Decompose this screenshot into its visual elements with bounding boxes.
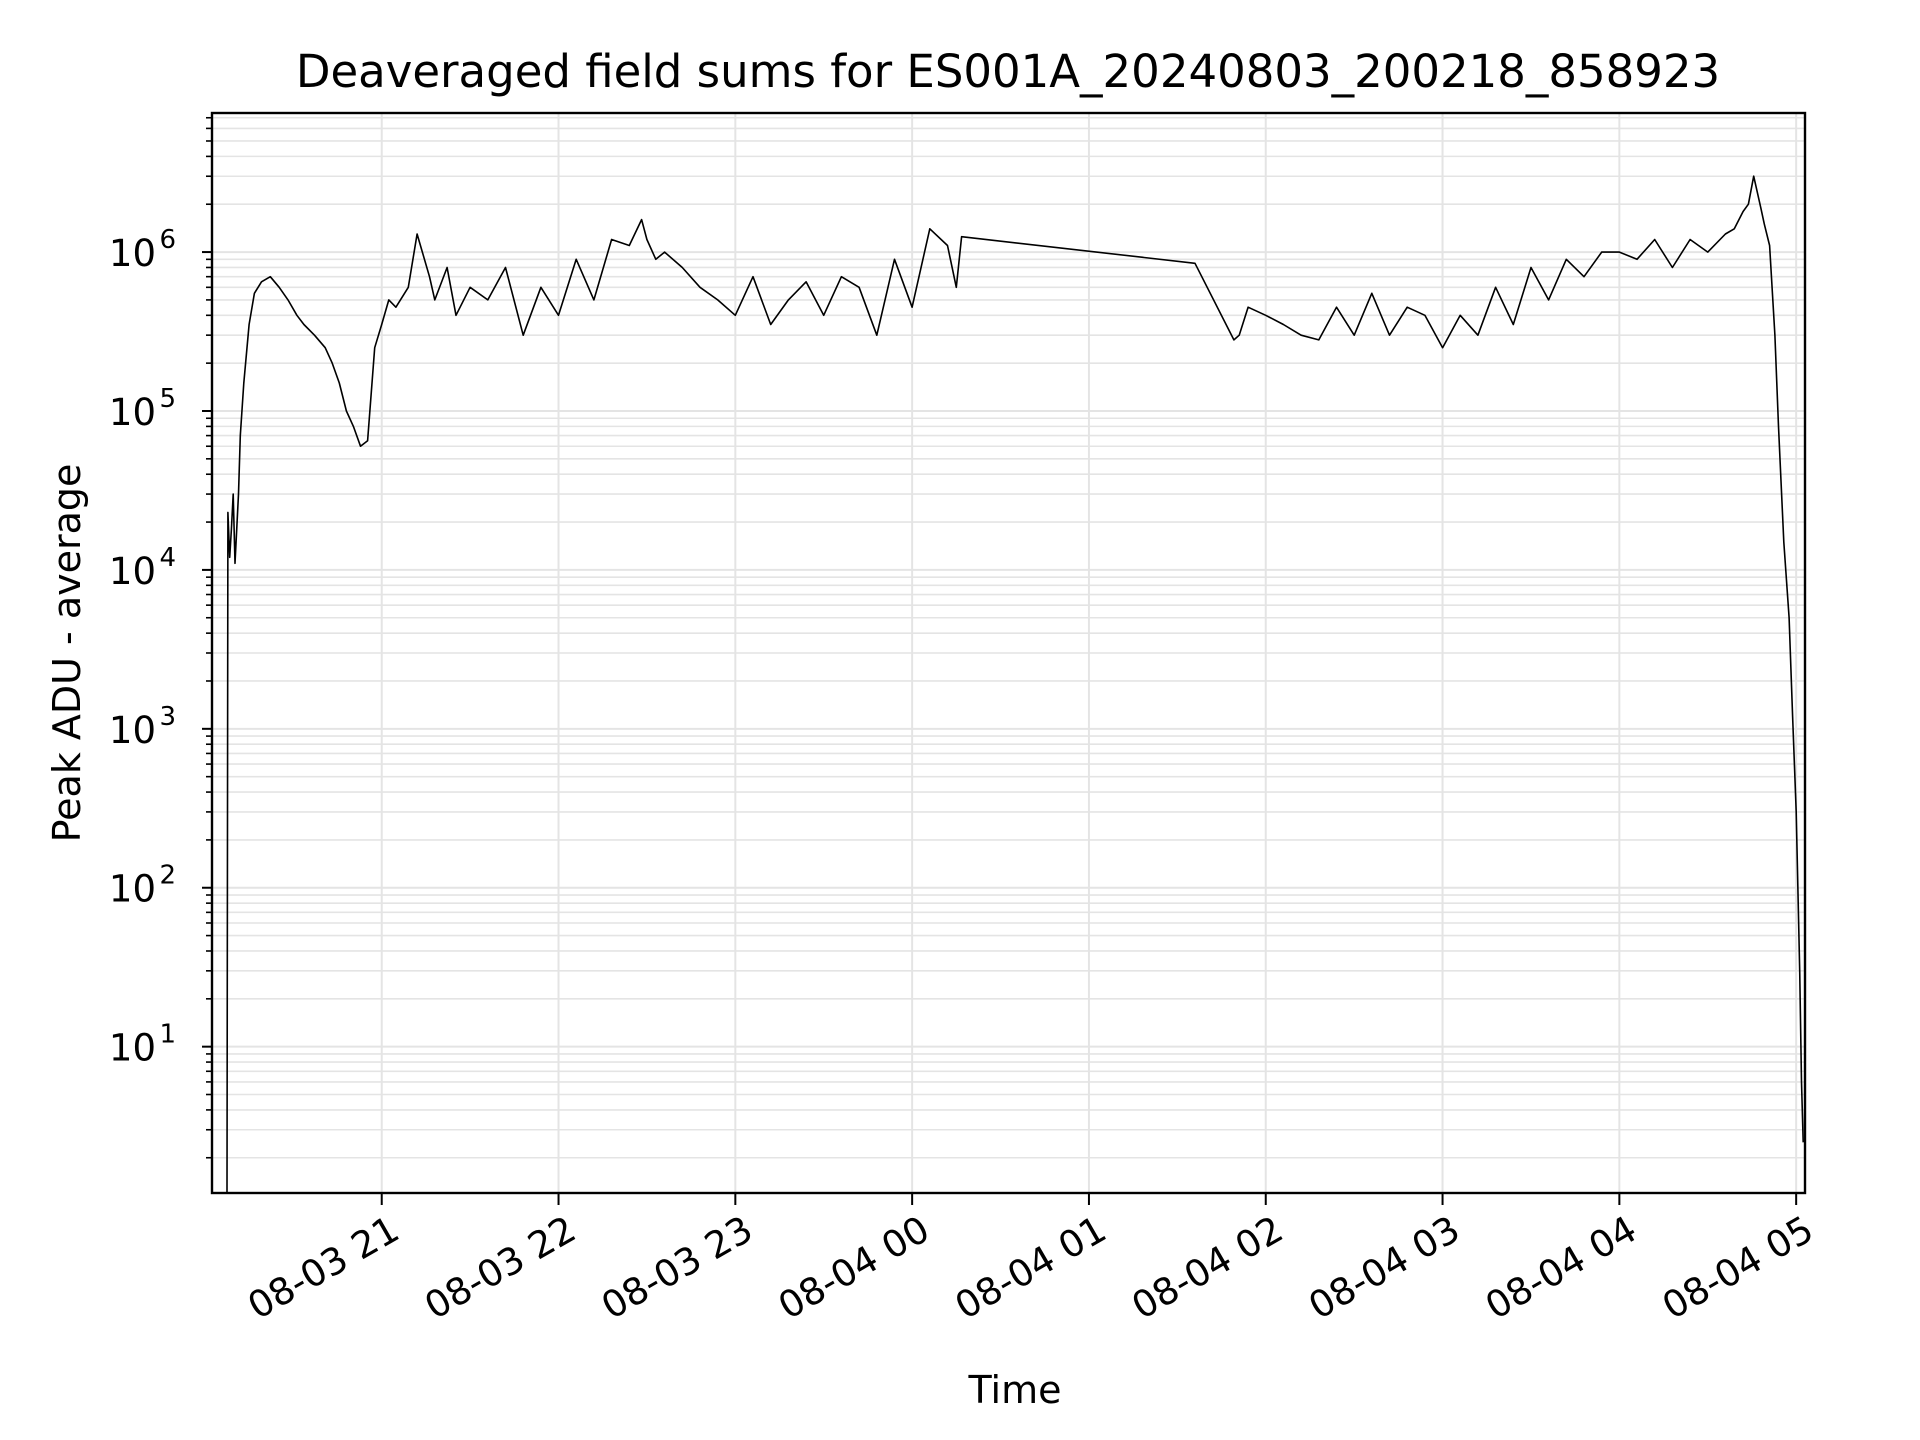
x-axis-label: Time (968, 1368, 1062, 1412)
series-group (226, 175, 1804, 1194)
y-tick-label: 10 (109, 1027, 156, 1070)
chart-title: Deaveraged field sums for ES001A_2024080… (296, 45, 1720, 98)
y-tick-label: 10 (109, 232, 156, 275)
y-tick-exponent: 1 (159, 1020, 176, 1050)
y-tick-exponent: 3 (159, 702, 176, 732)
y-tick-label: 10 (109, 391, 156, 434)
grid (212, 113, 1805, 1193)
y-tick-exponent: 4 (159, 543, 176, 573)
y-axis-label: Peak ADU - average (45, 464, 89, 843)
y-tick-label: 10 (109, 550, 156, 593)
y-tick-label: 10 (109, 868, 156, 911)
series-line (226, 175, 1804, 1194)
y-tick-label: 10 (109, 709, 156, 752)
y-tick-exponent: 5 (159, 384, 176, 414)
y-tick-exponent: 6 (159, 225, 176, 255)
y-tick-exponent: 2 (159, 861, 176, 891)
